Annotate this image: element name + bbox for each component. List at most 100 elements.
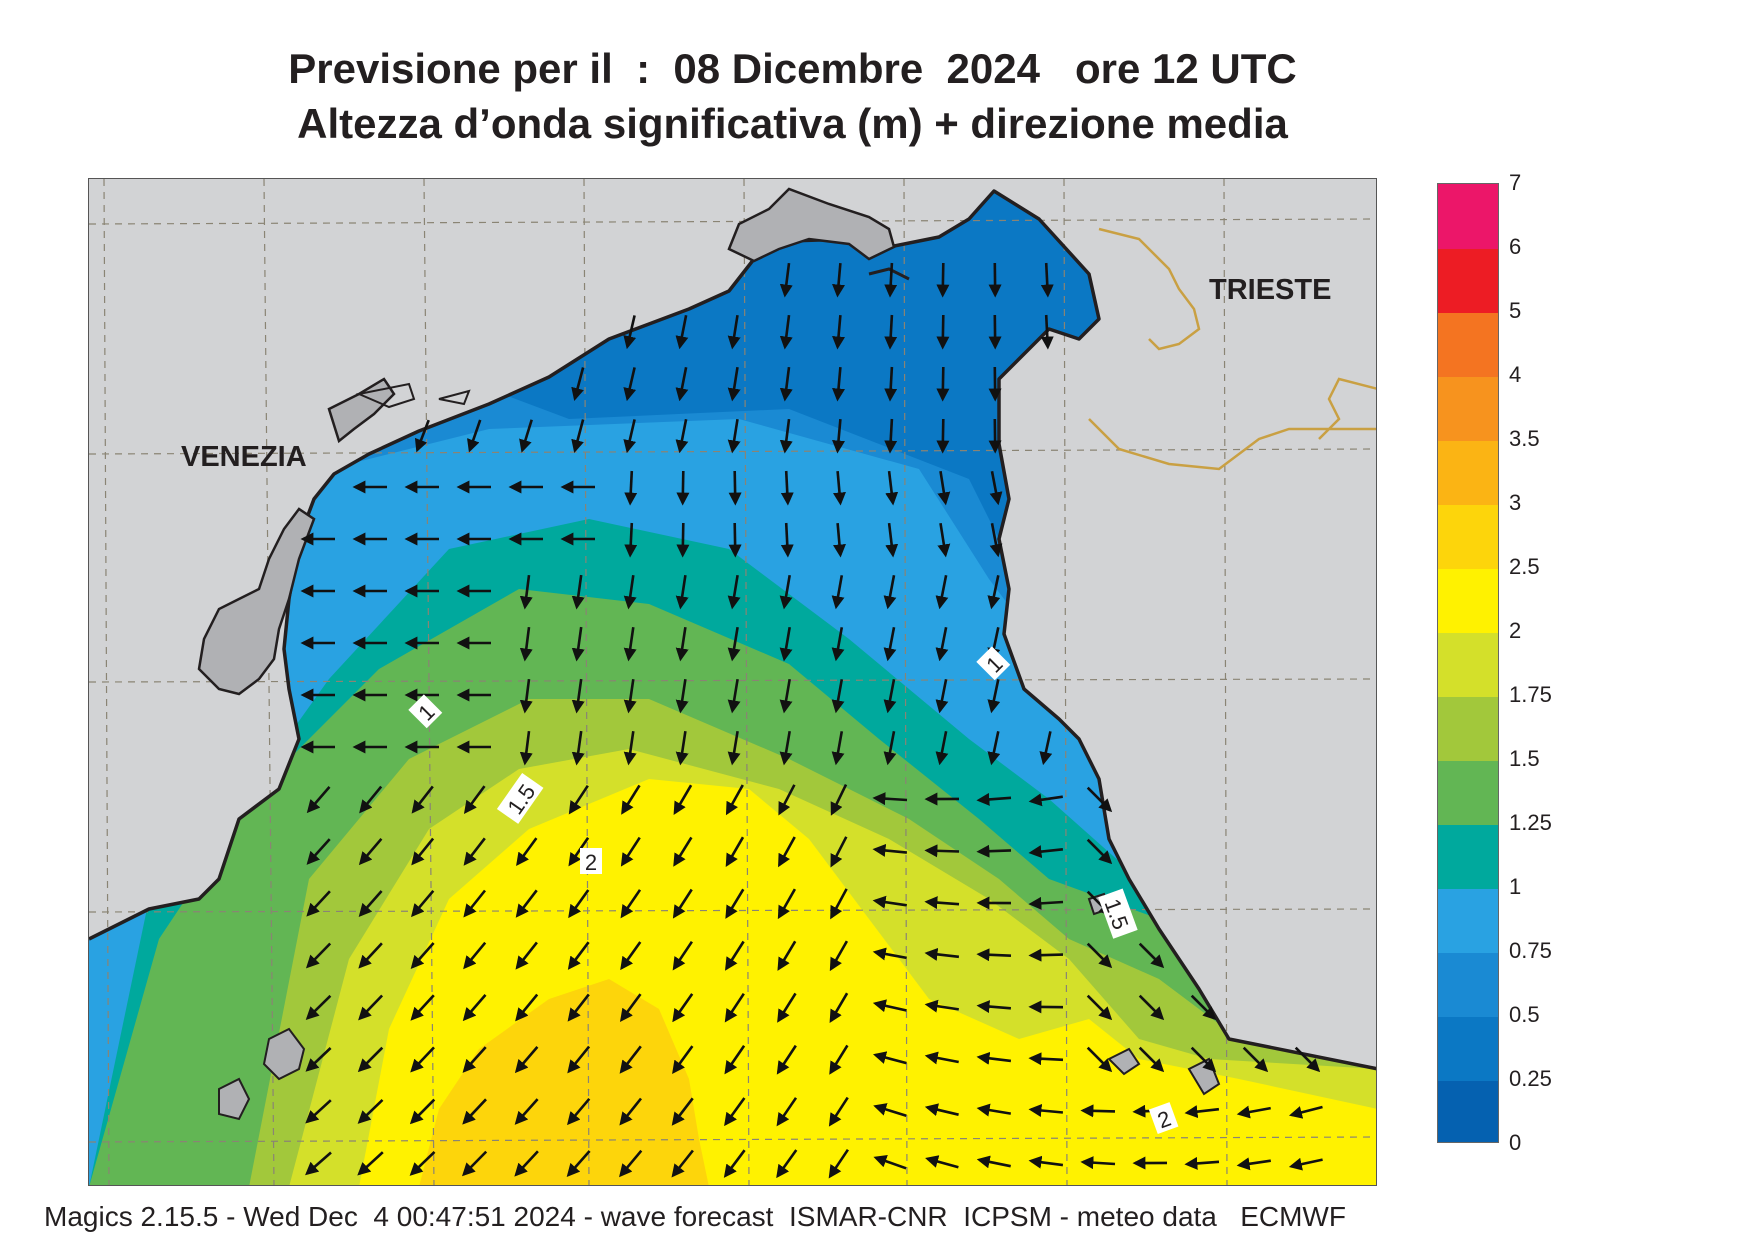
legend-tick-label: 3 — [1509, 490, 1522, 515]
wave-direction-arrow — [620, 941, 642, 971]
wave-direction-arrow — [619, 1149, 643, 1178]
wave-direction-arrow — [924, 844, 960, 858]
wave-direction-arrow — [1236, 1157, 1271, 1171]
wave-direction-arrow — [1138, 1046, 1165, 1073]
wave-direction-arrow — [623, 731, 637, 766]
wave-direction-arrow — [672, 888, 693, 919]
wave-direction-arrow — [672, 993, 694, 1023]
legend-tick-label: 5 — [1509, 298, 1522, 323]
wave-direction-arrow — [671, 1149, 694, 1178]
wave-direction-arrow — [884, 366, 898, 402]
legend-tick-label: 1.25 — [1509, 810, 1552, 835]
wave-direction-arrow — [937, 470, 951, 506]
wave-direction-arrow — [883, 627, 897, 662]
wave-direction-arrow — [1086, 786, 1113, 813]
wave-direction-arrow — [935, 731, 949, 766]
wave-direction-arrow — [1028, 845, 1064, 859]
wave-direction-arrow — [989, 523, 1003, 558]
wave-direction-arrow — [462, 1046, 487, 1073]
wave-direction-arrow — [1086, 1046, 1113, 1073]
contour-labels: 1 1 1.5 1.5 2 2 — [408, 646, 1179, 1135]
wave-direction-arrow — [728, 470, 742, 506]
wave-direction-arrow — [832, 418, 845, 454]
wave-direction-arrow — [976, 1155, 1011, 1169]
contour-label-2-center: 2 — [580, 848, 602, 875]
wave-direction-arrow — [515, 941, 538, 970]
wave-direction-arrow — [884, 262, 898, 298]
wave-direction-arrow — [623, 315, 637, 350]
wave-direction-arrow — [872, 1051, 907, 1065]
wave-direction-arrow — [1288, 1157, 1323, 1171]
wave-direction-arrow — [514, 1098, 539, 1125]
wave-direction-arrow — [410, 994, 435, 1021]
wave-direction-arrow — [675, 731, 689, 766]
wave-direction-arrow — [1040, 314, 1054, 350]
wave-direction-arrow — [779, 574, 793, 610]
wave-direction-arrow — [516, 837, 538, 867]
national-border — [1088, 227, 1376, 471]
wave-direction-arrow — [872, 843, 908, 857]
wave-direction-arrow — [514, 1150, 539, 1177]
wave-direction-arrow — [519, 678, 533, 714]
wave-direction-arrow — [723, 1149, 746, 1178]
wave-direction-arrow — [1184, 1156, 1220, 1170]
wave-direction-arrow — [567, 941, 590, 970]
wave-direction-arrow — [519, 626, 533, 662]
wave-direction-arrow — [462, 994, 487, 1022]
legend-swatch — [1438, 376, 1498, 441]
wave-direction-arrow — [872, 947, 907, 961]
wave-direction-arrow — [463, 837, 486, 866]
wave-direction-arrow — [725, 888, 745, 919]
wave-direction-arrow — [568, 889, 590, 919]
coastline — [89, 187, 1376, 1121]
wave-direction-arrow — [571, 574, 585, 610]
city-label-trieste: TRIESTE — [1209, 274, 1332, 306]
wave-direction-arrow — [519, 730, 533, 766]
wave-direction-arrow — [410, 942, 435, 969]
legend-swatch — [1438, 888, 1498, 953]
wave-direction-arrow — [831, 679, 845, 714]
wave-direction-arrow — [519, 419, 533, 453]
wave-direction-arrow — [924, 947, 960, 961]
wave-direction-arrow — [675, 367, 689, 402]
wave-direction-arrow — [776, 1044, 797, 1075]
wave-direction-arrow — [832, 262, 845, 298]
wave-direction-arrow — [462, 1098, 487, 1125]
wave-direction-arrow — [1190, 994, 1217, 1021]
wave-direction-arrow — [463, 941, 487, 970]
wave-direction-arrow — [305, 1151, 332, 1176]
wave-direction-arrow — [571, 678, 585, 714]
wave-direction-arrow — [357, 1151, 384, 1176]
legend-swatch — [1438, 248, 1498, 313]
color-legend-bar — [1437, 183, 1499, 1143]
wave-direction-arrow — [306, 838, 331, 865]
wave-direction-arrow — [623, 627, 637, 662]
wave-direction-arrow — [778, 836, 796, 868]
wave-direction-arrow — [779, 366, 793, 402]
wave-direction-arrow — [1242, 1046, 1269, 1073]
wave-direction-arrow — [515, 889, 538, 918]
wave-direction-arrow — [571, 626, 585, 662]
legend-swatch — [1438, 824, 1498, 889]
wave-direction-arrow — [935, 575, 949, 610]
wave-direction-arrow — [411, 889, 435, 918]
wave-direction-arrow — [1190, 1046, 1217, 1073]
wave-direction-arrow — [935, 627, 949, 662]
wave-direction-arrow — [779, 626, 793, 662]
wave-direction-arrow — [833, 470, 846, 506]
wave-direction-arrow — [831, 575, 845, 610]
legend-swatch — [1438, 440, 1498, 505]
wave-direction-arrow — [411, 785, 434, 814]
wave-direction-arrow — [830, 888, 848, 920]
wave-direction-arrow — [976, 1000, 1012, 1014]
wave-direction-arrow — [872, 895, 907, 909]
wave-direction-arrow — [976, 844, 1012, 858]
wave-direction-arrow — [831, 731, 845, 766]
wave-direction-arrow — [1236, 1105, 1271, 1119]
wave-direction-arrow — [1028, 1155, 1064, 1169]
wave-direction-arrow — [1138, 994, 1165, 1021]
wave-direction-arrow — [409, 1098, 436, 1125]
legend-swatch — [1438, 696, 1498, 761]
wave-direction-arrow — [1086, 942, 1113, 969]
wave-direction-arrow — [924, 1051, 959, 1065]
